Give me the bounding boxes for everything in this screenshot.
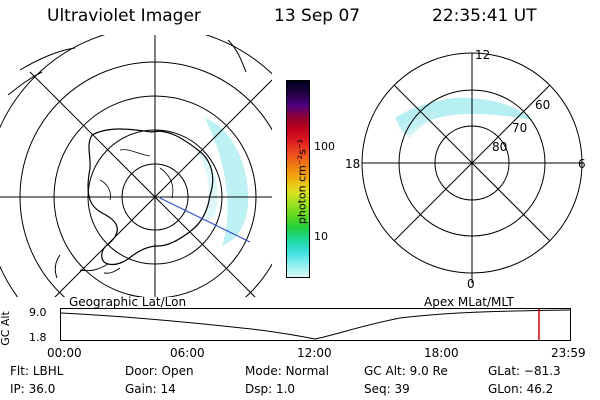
timeline-xtick-0: 00:00 xyxy=(47,346,82,360)
status-seq: Seq: 39 xyxy=(364,382,410,396)
aurora-oval xyxy=(205,118,249,246)
right-map-caption: Apex MLat/MLT xyxy=(424,295,514,309)
time-label: 22:35:41 UT xyxy=(432,6,537,26)
colorbar-tick-100: 100 xyxy=(314,140,335,153)
left-map-caption: Geographic Lat/Lon xyxy=(69,295,187,309)
mlt-label-0: 0 xyxy=(467,277,475,291)
colorbar xyxy=(286,80,310,278)
timeline-plot xyxy=(60,308,571,341)
status-filter: Flt: LBHL xyxy=(10,364,64,378)
timeline-xtick-3: 18:00 xyxy=(424,346,459,360)
status-glon: GLon: 46.2 xyxy=(488,382,554,396)
timeline-xtick-1: 06:00 xyxy=(170,346,205,360)
date-label: 13 Sep 07 xyxy=(274,6,361,26)
aurora-arc xyxy=(395,97,532,135)
instrument-title: Ultraviolet Imager xyxy=(47,6,201,26)
status-mode: Mode: Normal xyxy=(245,364,329,378)
mlt-label-12: 12 xyxy=(475,48,491,62)
mlt-label-18: 18 xyxy=(345,157,361,171)
mlat-label-80: 80 xyxy=(492,140,508,154)
status-gc-alt: GC Alt: 9.0 Re xyxy=(364,364,448,378)
timeline-y-label: GC Alt xyxy=(0,311,24,346)
timeline-xtick-2: 12:00 xyxy=(297,346,332,360)
mlat-label-70: 70 xyxy=(512,121,528,135)
status-glat: GLat: −81.3 xyxy=(488,364,561,378)
timeline-ytick-max: 9.0 xyxy=(29,306,47,319)
magnetic-polar-map xyxy=(361,52,583,283)
status-dsp: Dsp: 1.0 xyxy=(245,382,296,396)
timeline-ytick-min: 1.8 xyxy=(29,331,47,344)
status-door: Door: Open xyxy=(125,364,194,378)
mlat-label-60: 60 xyxy=(535,98,551,112)
mlt-label-6: 6 xyxy=(578,157,586,171)
timeline-xtick-4: 23:59 xyxy=(551,346,586,360)
timeline-y-label-text: GC Alt xyxy=(0,311,12,346)
geographic-polar-map xyxy=(0,35,272,297)
colorbar-unit-label: photon cm⁻²s⁻¹ xyxy=(295,138,309,225)
colorbar-tick-10: 10 xyxy=(314,230,328,243)
status-gain: Gain: 14 xyxy=(125,382,176,396)
status-ip: IP: 36.0 xyxy=(10,382,56,396)
